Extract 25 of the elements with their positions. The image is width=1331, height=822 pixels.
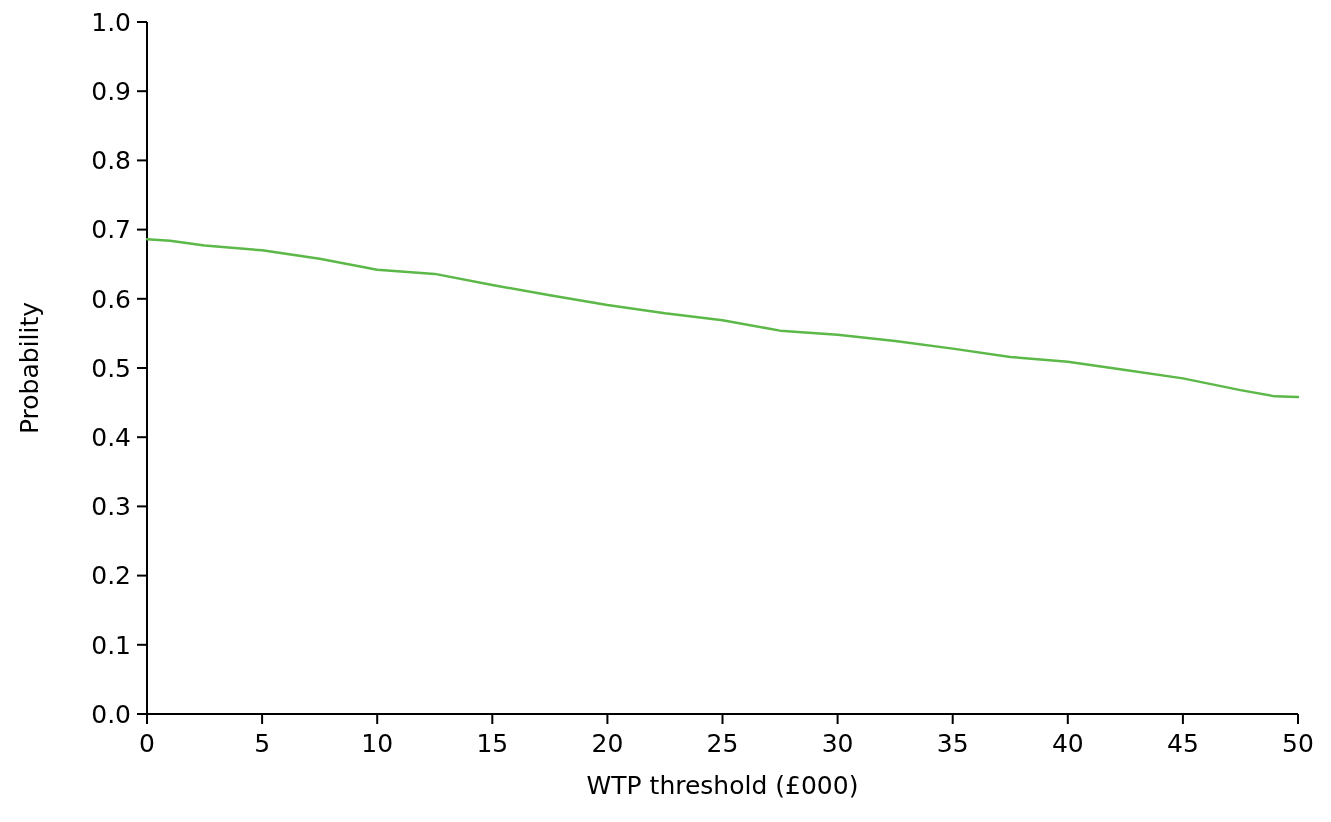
x-tick-label: 25 — [706, 729, 739, 758]
y-tick-label: 0.7 — [91, 215, 131, 245]
x-tick-label: 20 — [591, 729, 624, 758]
x-axis-title: WTP threshold (£000) — [586, 771, 859, 800]
y-tick-label: 0.2 — [91, 561, 131, 591]
y-tick-label: 0.0 — [91, 699, 131, 729]
x-tick-label: 50 — [1282, 729, 1314, 758]
y-tick-label: 0.9 — [91, 76, 131, 106]
x-tick-label: 5 — [254, 729, 271, 758]
x-tick-label: 0 — [139, 729, 155, 758]
y-tick-label: 0.8 — [91, 146, 131, 176]
y-tick-label: 0.3 — [91, 492, 131, 522]
y-tick-label: 0.1 — [91, 630, 131, 660]
line-series — [145, 238, 1300, 399]
y-tick-label: 0.4 — [91, 422, 131, 452]
x-tick-label: 15 — [476, 729, 509, 758]
y-tick-label: 1.0 — [91, 7, 131, 37]
x-tick-label: 35 — [936, 729, 969, 758]
y-tick-label: 0.6 — [91, 284, 131, 314]
y-axis-title: Probability — [15, 301, 44, 435]
x-tick-label: 10 — [361, 729, 394, 758]
x-tick-label: 45 — [1166, 729, 1199, 758]
x-tick-label: 30 — [821, 729, 854, 758]
x-tick-label: 40 — [1051, 729, 1084, 758]
y-tick-label: 0.5 — [91, 353, 131, 383]
